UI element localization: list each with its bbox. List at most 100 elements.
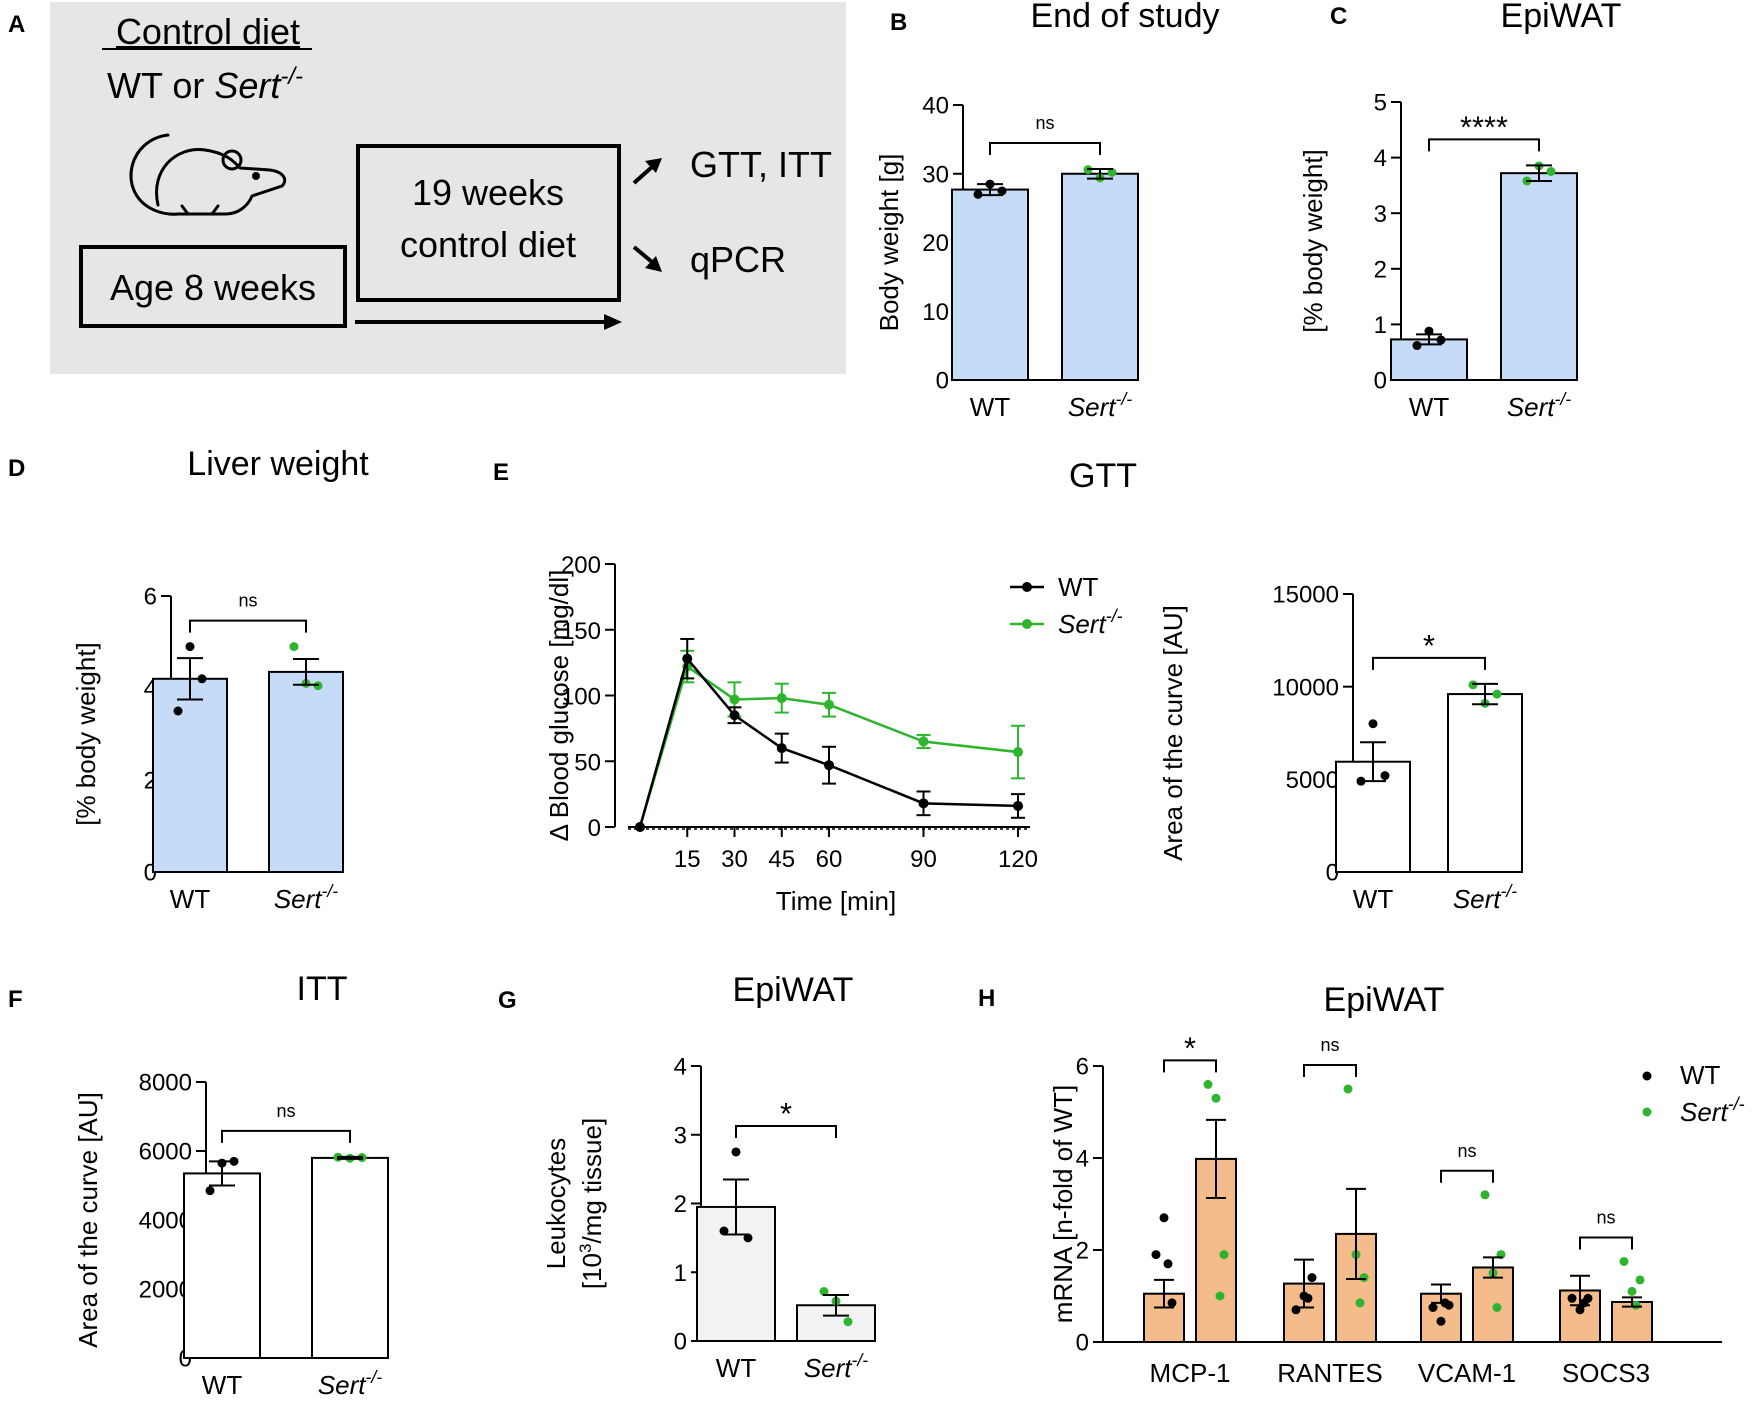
significance-bracket xyxy=(989,141,1101,155)
tick-label-gene: Sert xyxy=(1507,392,1556,422)
diet-label-line1: 19 weeks xyxy=(412,172,564,213)
legend-marker-wt xyxy=(1642,1071,1652,1081)
bar xyxy=(951,188,1029,381)
data-point xyxy=(1635,1275,1645,1285)
y-axis-label-unit: [103/mg tissue] xyxy=(576,1118,607,1289)
chart-title: EpiWAT xyxy=(733,971,854,1009)
y-axis-label-part: [10 xyxy=(577,1253,607,1289)
significance-label: **** xyxy=(1460,109,1508,144)
data-point xyxy=(1013,800,1023,811)
data-point xyxy=(1013,747,1023,758)
data-point xyxy=(1436,1316,1446,1326)
y-tick-label: 0 xyxy=(588,815,601,842)
bar xyxy=(1061,172,1139,381)
y-tick-label: 8000 xyxy=(139,1070,192,1097)
x-tick-label: 60 xyxy=(816,846,843,873)
y-axis-label: Body weight [g] xyxy=(874,154,904,332)
panel-letter-h: H xyxy=(978,985,995,1012)
panel-letter-g: G xyxy=(498,987,517,1014)
x-tick-label: RANTES xyxy=(1277,1358,1382,1388)
y-tick-label: 4 xyxy=(1374,145,1387,172)
significance-bracket xyxy=(221,1129,351,1143)
mouse-icon xyxy=(129,133,287,216)
data-point xyxy=(729,694,740,705)
tick-label-superscript: -/- xyxy=(1116,389,1133,409)
bar xyxy=(1447,693,1523,874)
y-axis-label-sup: 3 xyxy=(576,1244,595,1253)
y-tick-label: 1 xyxy=(674,1260,687,1287)
x-tick-label: 120 xyxy=(998,846,1038,873)
tick-label-superscript: -/- xyxy=(366,1367,383,1387)
y-tick-label: 5 xyxy=(1374,90,1387,117)
panel-letter-a: A xyxy=(8,11,25,38)
data-point xyxy=(1163,1259,1173,1269)
x-tick-label: WT xyxy=(1353,884,1394,914)
data-point xyxy=(1575,1305,1585,1315)
legend-marker-wt xyxy=(1022,582,1032,592)
arrow-to-gtt xyxy=(632,165,654,185)
y-tick-label: 10 xyxy=(922,299,949,326)
y-tick-label: 30 xyxy=(922,161,949,188)
tick-label-gene: Sert xyxy=(1453,884,1502,914)
x-tick-label: WT xyxy=(970,392,1011,422)
x-tick-label: 30 xyxy=(721,846,748,873)
data-point xyxy=(1546,167,1556,176)
y-tick-label: 1 xyxy=(1374,312,1387,339)
tick-label-gene: Sert xyxy=(274,884,323,914)
data-point xyxy=(1424,326,1434,336)
arrow-to-gtt-head xyxy=(645,158,662,173)
bar xyxy=(311,1156,389,1360)
data-point xyxy=(743,1233,753,1243)
data-point xyxy=(1412,341,1422,351)
data-point xyxy=(729,710,740,721)
data-point xyxy=(1355,1298,1365,1308)
y-tick-label: 3 xyxy=(1374,201,1387,228)
y-tick-label: 0 xyxy=(674,1329,687,1356)
panel-letter-e: E xyxy=(493,459,509,486)
data-point xyxy=(776,693,787,704)
y-tick-label: 150 xyxy=(561,618,601,645)
y-tick-label: 20 xyxy=(922,230,949,257)
legend-sup: -/- xyxy=(1106,606,1123,626)
legend-gene: Sert xyxy=(1058,609,1107,639)
significance-bracket xyxy=(1163,1059,1217,1073)
y-tick-label: 4 xyxy=(674,1054,687,1081)
legend-sup: -/- xyxy=(1728,1094,1745,1114)
significance-label: ns xyxy=(1320,1035,1339,1055)
significance-bracket xyxy=(1440,1169,1494,1183)
tick-label-superscript: -/- xyxy=(1501,881,1518,901)
bar xyxy=(152,677,228,873)
legend-marker-sert xyxy=(1642,1107,1652,1117)
x-tick-label: Sert-/- xyxy=(1507,389,1571,422)
x-tick-label: WT xyxy=(170,884,211,914)
legend-label-wt: WT xyxy=(1680,1060,1721,1090)
data-point xyxy=(173,706,183,716)
y-tick-label: 4 xyxy=(1076,1146,1089,1173)
x-tick-label: Sert-/- xyxy=(1453,881,1517,914)
significance-label: ns xyxy=(1596,1208,1615,1228)
data-point xyxy=(731,1147,741,1157)
data-point xyxy=(185,642,195,652)
data-point xyxy=(1159,1213,1169,1223)
y-axis-label: Area of the curve [AU] xyxy=(73,1092,103,1348)
data-point xyxy=(843,1317,853,1327)
y-tick-label: 5000 xyxy=(1286,767,1339,794)
data-point xyxy=(1167,1298,1177,1308)
panel-letter-b: B xyxy=(890,9,907,36)
schematic-genotype: WT or Sert-/- xyxy=(107,63,303,106)
series-line xyxy=(638,656,1019,828)
bar xyxy=(268,670,344,874)
data-point xyxy=(1480,1190,1490,1200)
data-point xyxy=(1303,1293,1313,1303)
y-axis-label-part: /mg tissue] xyxy=(577,1118,607,1244)
x-tick-label: Sert-/- xyxy=(274,881,338,914)
data-point xyxy=(1359,1273,1369,1283)
data-point xyxy=(682,653,693,664)
y-axis-label: [% body weight] xyxy=(1298,149,1328,333)
chart-title: EpiWAT xyxy=(1501,0,1622,35)
legend: WT Sert-/- xyxy=(1010,572,1123,639)
bar xyxy=(1611,1300,1653,1343)
